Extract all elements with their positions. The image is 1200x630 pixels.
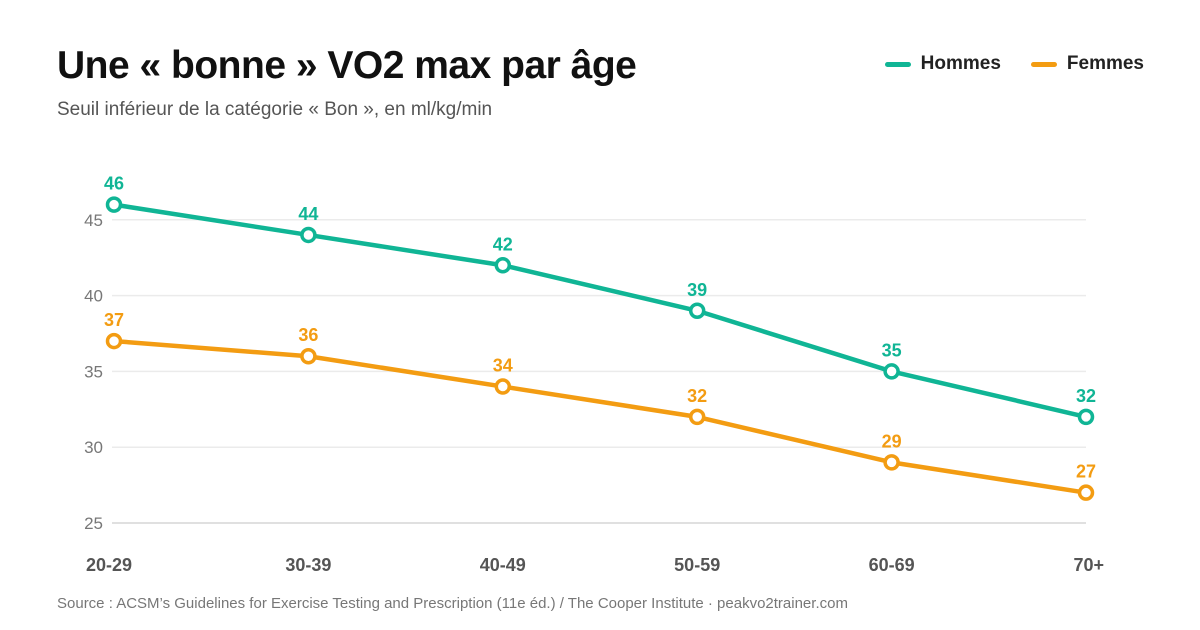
chart-title: Une « bonne » VO2 max par âge — [57, 44, 637, 87]
data-label-hommes-0: 46 — [104, 174, 124, 194]
data-label-hommes-5: 32 — [1076, 386, 1096, 406]
y-tick-label-40: 40 — [84, 287, 103, 306]
x-tick-label-30-39: 30-39 — [285, 555, 331, 575]
data-point-femmes-3 — [688, 408, 706, 426]
data-point-femmes-4 — [883, 454, 900, 471]
legend-item-femmes: Femmes — [1030, 53, 1144, 75]
y-tick-label-45: 45 — [84, 211, 103, 230]
data-label-femmes-3: 32 — [687, 386, 707, 406]
data-point-femmes-5 — [1077, 484, 1095, 501]
x-tick-label-50-59: 50-59 — [674, 555, 720, 575]
data-point-femmes-0 — [105, 332, 123, 350]
source-note: Source : ACSM’s Guidelines for Exercise … — [57, 595, 848, 612]
legend: Hommes Femmes — [884, 53, 1144, 75]
data-point-hommes-4 — [883, 363, 900, 380]
data-label-hommes-3: 39 — [687, 280, 707, 300]
legend-swatch-femmes — [1030, 61, 1057, 67]
data-point-femmes-1 — [300, 347, 317, 365]
data-point-hommes-5 — [1077, 408, 1095, 426]
y-tick-label-25: 25 — [84, 514, 103, 533]
data-label-hommes-4: 35 — [882, 340, 902, 360]
x-tick-label-70+: 70+ — [1073, 555, 1104, 575]
y-tick-label-35: 35 — [84, 362, 103, 381]
series-line-femmes — [111, 338, 1089, 495]
data-label-femmes-4: 29 — [882, 431, 902, 451]
series-line-hommes — [111, 202, 1089, 420]
chart-subtitle: Seuil inférieur de la catégorie « Bon »,… — [57, 99, 493, 120]
data-label-femmes-0: 37 — [104, 310, 124, 330]
x-tick-label-20-29: 20-29 — [86, 555, 132, 575]
data-label-femmes-1: 36 — [298, 325, 318, 345]
y-tick-label-30: 30 — [84, 438, 103, 457]
data-label-femmes-2: 34 — [493, 356, 513, 376]
data-label-hommes-1: 44 — [298, 204, 318, 224]
data-label-femmes-5: 27 — [1076, 462, 1096, 482]
legend-swatch-hommes — [884, 61, 911, 67]
data-point-femmes-2 — [494, 378, 512, 395]
legend-label-femmes: Femmes — [1066, 53, 1144, 74]
x-tick-label-40-49: 40-49 — [480, 555, 526, 575]
data-point-hommes-0 — [105, 196, 123, 213]
data-point-hommes-2 — [494, 257, 512, 274]
data-point-hommes-3 — [688, 302, 706, 320]
legend-item-hommes: Hommes — [884, 53, 1001, 75]
legend-label-hommes: Hommes — [920, 53, 1001, 74]
x-tick-label-60-69: 60-69 — [869, 555, 915, 575]
data-label-hommes-2: 42 — [493, 234, 513, 254]
data-point-hommes-1 — [300, 226, 317, 244]
